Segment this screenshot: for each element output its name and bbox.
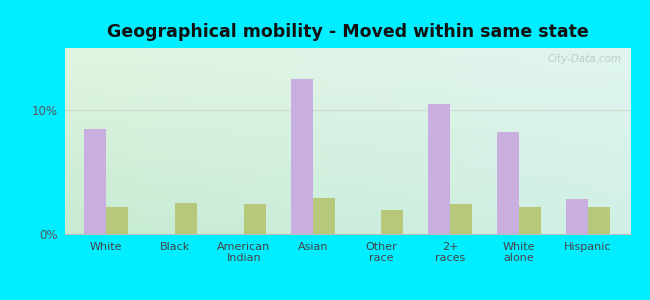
Text: City-Data.com: City-Data.com xyxy=(548,54,622,64)
Bar xyxy=(244,204,266,234)
Bar xyxy=(291,79,313,234)
Bar xyxy=(588,207,610,234)
Bar xyxy=(313,198,335,234)
Bar xyxy=(566,199,588,234)
Bar xyxy=(107,207,128,234)
Bar xyxy=(497,132,519,234)
Bar xyxy=(450,204,473,234)
Bar xyxy=(382,210,404,234)
Bar xyxy=(175,203,197,234)
Bar xyxy=(84,129,107,234)
Title: Geographical mobility - Moved within same state: Geographical mobility - Moved within sam… xyxy=(107,23,589,41)
Bar xyxy=(519,207,541,234)
Bar xyxy=(428,104,450,234)
